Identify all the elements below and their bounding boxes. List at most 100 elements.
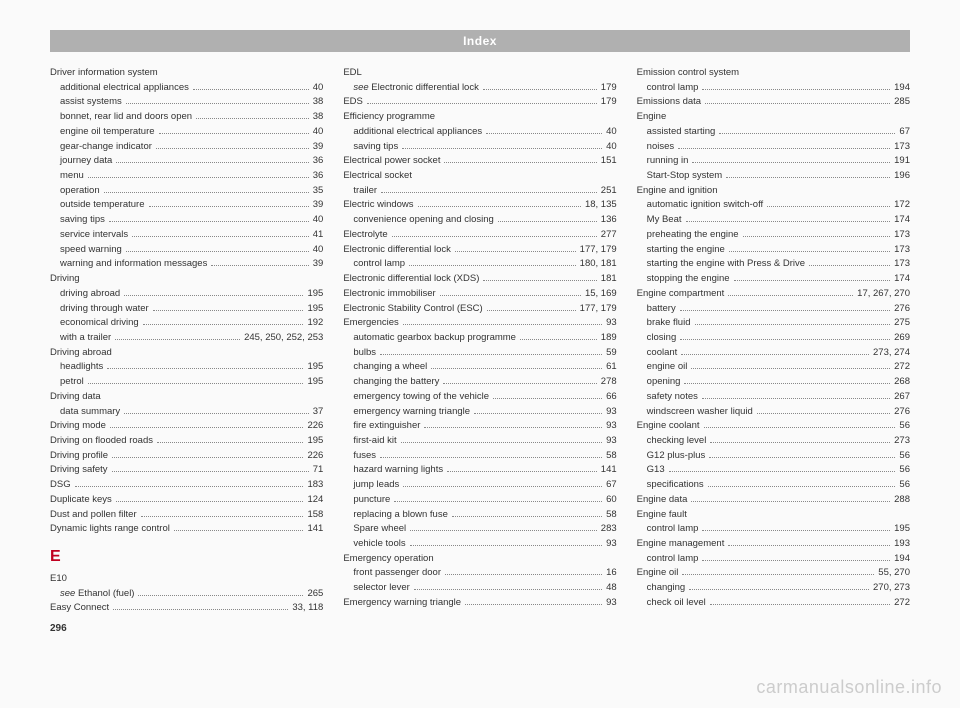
index-entry-dots xyxy=(702,560,890,561)
index-entry-label: coolant xyxy=(647,346,678,361)
index-entry-dots xyxy=(452,516,602,517)
index-entry: see Electronic differential lock179 xyxy=(343,81,616,96)
index-entry-page: 40 xyxy=(313,81,324,96)
index-entry: Engine oil55, 270 xyxy=(637,566,910,581)
index-entry: Driving on flooded roads195 xyxy=(50,434,323,449)
index-entry: Engine fault xyxy=(637,508,910,523)
index-entry: Driving xyxy=(50,272,323,287)
index-entry: data summary37 xyxy=(50,405,323,420)
index-entry-dots xyxy=(729,251,890,252)
index-entry-dots xyxy=(107,368,303,369)
index-entry-label: see Ethanol (fuel) xyxy=(60,587,134,602)
index-entry: selector lever48 xyxy=(343,581,616,596)
index-entry-dots xyxy=(159,133,309,134)
index-entry: control lamp194 xyxy=(637,552,910,567)
index-entry-page: 56 xyxy=(899,463,910,478)
index-entry: automatic ignition switch-off172 xyxy=(637,198,910,213)
index-entry-label: preheating the engine xyxy=(647,228,739,243)
index-entry-page: 276 xyxy=(894,302,910,317)
index-entry-dots xyxy=(394,501,602,502)
index-entry: Emergency warning triangle93 xyxy=(343,596,616,611)
index-entry: Engine data288 xyxy=(637,493,910,508)
index-entry-dots xyxy=(380,354,602,355)
index-entry-dots xyxy=(809,265,890,266)
index-entry: trailer251 xyxy=(343,184,616,199)
index-entry-dots xyxy=(126,103,309,104)
index-entry-dots xyxy=(705,103,890,104)
index-entry-page: 18, 135 xyxy=(585,198,617,213)
index-entry-label: Engine fault xyxy=(637,508,687,523)
index-entry-label: see Electronic differential lock xyxy=(353,81,479,96)
index-entry-dots xyxy=(143,324,304,325)
index-entry-page: 58 xyxy=(606,508,617,523)
index-entry-dots xyxy=(156,148,309,149)
index-entry: front passenger door16 xyxy=(343,566,616,581)
index-entry-page: 37 xyxy=(313,405,324,420)
index-entry: Engine coolant56 xyxy=(637,419,910,434)
index-entry: control lamp194 xyxy=(637,81,910,96)
index-entry-dots xyxy=(710,442,890,443)
index-entry-page: 173 xyxy=(894,257,910,272)
index-column-3: Emission control systemcontrol lamp194Em… xyxy=(637,66,910,616)
index-entry-label: Electrolyte xyxy=(343,228,387,243)
index-entry-label: EDL xyxy=(343,66,361,81)
index-entry-label: bonnet, rear lid and doors open xyxy=(60,110,192,125)
index-entry-label: Driver information system xyxy=(50,66,158,81)
index-entry-label: selector lever xyxy=(353,581,410,596)
index-entry-label: replacing a blown fuse xyxy=(353,508,448,523)
index-entry-label: G12 plus-plus xyxy=(647,449,706,464)
index-entry: Electrolyte 277 xyxy=(343,228,616,243)
index-entry-label: petrol xyxy=(60,375,84,390)
index-entry-dots xyxy=(704,427,896,428)
index-entry-label: Engine coolant xyxy=(637,419,700,434)
index-entry: Duplicate keys124 xyxy=(50,493,323,508)
index-entry-page: 40 xyxy=(313,125,324,140)
index-entry-label: Driving xyxy=(50,272,80,287)
index-entry-dots xyxy=(767,206,890,207)
index-entry-page: 251 xyxy=(601,184,617,199)
index-entry: changing the battery278 xyxy=(343,375,616,390)
index-entry: emergency warning triangle93 xyxy=(343,405,616,420)
index-entry-page: 158 xyxy=(307,508,323,523)
index-entry-label: engine oil xyxy=(647,360,688,375)
index-entry-dots xyxy=(132,236,309,237)
index-entry: closing269 xyxy=(637,331,910,346)
index-entry: control lamp180, 181 xyxy=(343,257,616,272)
index-entry: puncture60 xyxy=(343,493,616,508)
index-entry: warning and information messages39 xyxy=(50,257,323,272)
index-entry-label: control lamp xyxy=(353,257,405,272)
index-entry: Electronic differential lock177, 179 xyxy=(343,243,616,258)
index-entry-page: 93 xyxy=(606,537,617,552)
index-entry-dots xyxy=(440,295,581,296)
index-entry-label: Engine data xyxy=(637,493,688,508)
index-entry-page: 39 xyxy=(313,257,324,272)
index-entry-label: Driving on flooded roads xyxy=(50,434,153,449)
index-entry-label: economical driving xyxy=(60,316,139,331)
index-entry: Electrical socket xyxy=(343,169,616,184)
index-entry: safety notes267 xyxy=(637,390,910,405)
index-entry: with a trailer245, 250, 252, 253 xyxy=(50,331,323,346)
index-entry-label: saving tips xyxy=(353,140,398,155)
index-entry: Engine and ignition xyxy=(637,184,910,199)
index-entry: changing270, 273 xyxy=(637,581,910,596)
index-entry: driving abroad195 xyxy=(50,287,323,302)
index-entry-label: jump leads xyxy=(353,478,399,493)
index-entry-label: changing a wheel xyxy=(353,360,427,375)
index-entry-label: closing xyxy=(647,331,677,346)
index-entry-dots xyxy=(443,383,596,384)
index-page: Index Driver information systemadditiona… xyxy=(0,0,960,656)
index-entry-page: 93 xyxy=(606,316,617,331)
index-entry-dots xyxy=(757,413,890,414)
index-entry-page: 173 xyxy=(894,243,910,258)
index-entry-dots xyxy=(709,457,895,458)
index-entry-label: EDS xyxy=(343,95,363,110)
index-entry-dots xyxy=(414,589,602,590)
index-entry: Emergency operation xyxy=(343,552,616,567)
index-entry: starting the engine173 xyxy=(637,243,910,258)
index-entry-label: stopping the engine xyxy=(647,272,730,287)
index-entry-label: engine oil temperature xyxy=(60,125,155,140)
index-entry-page: 66 xyxy=(606,390,617,405)
index-entry-page: 277 xyxy=(601,228,617,243)
index-entry: petrol195 xyxy=(50,375,323,390)
index-entry: saving tips40 xyxy=(50,213,323,228)
